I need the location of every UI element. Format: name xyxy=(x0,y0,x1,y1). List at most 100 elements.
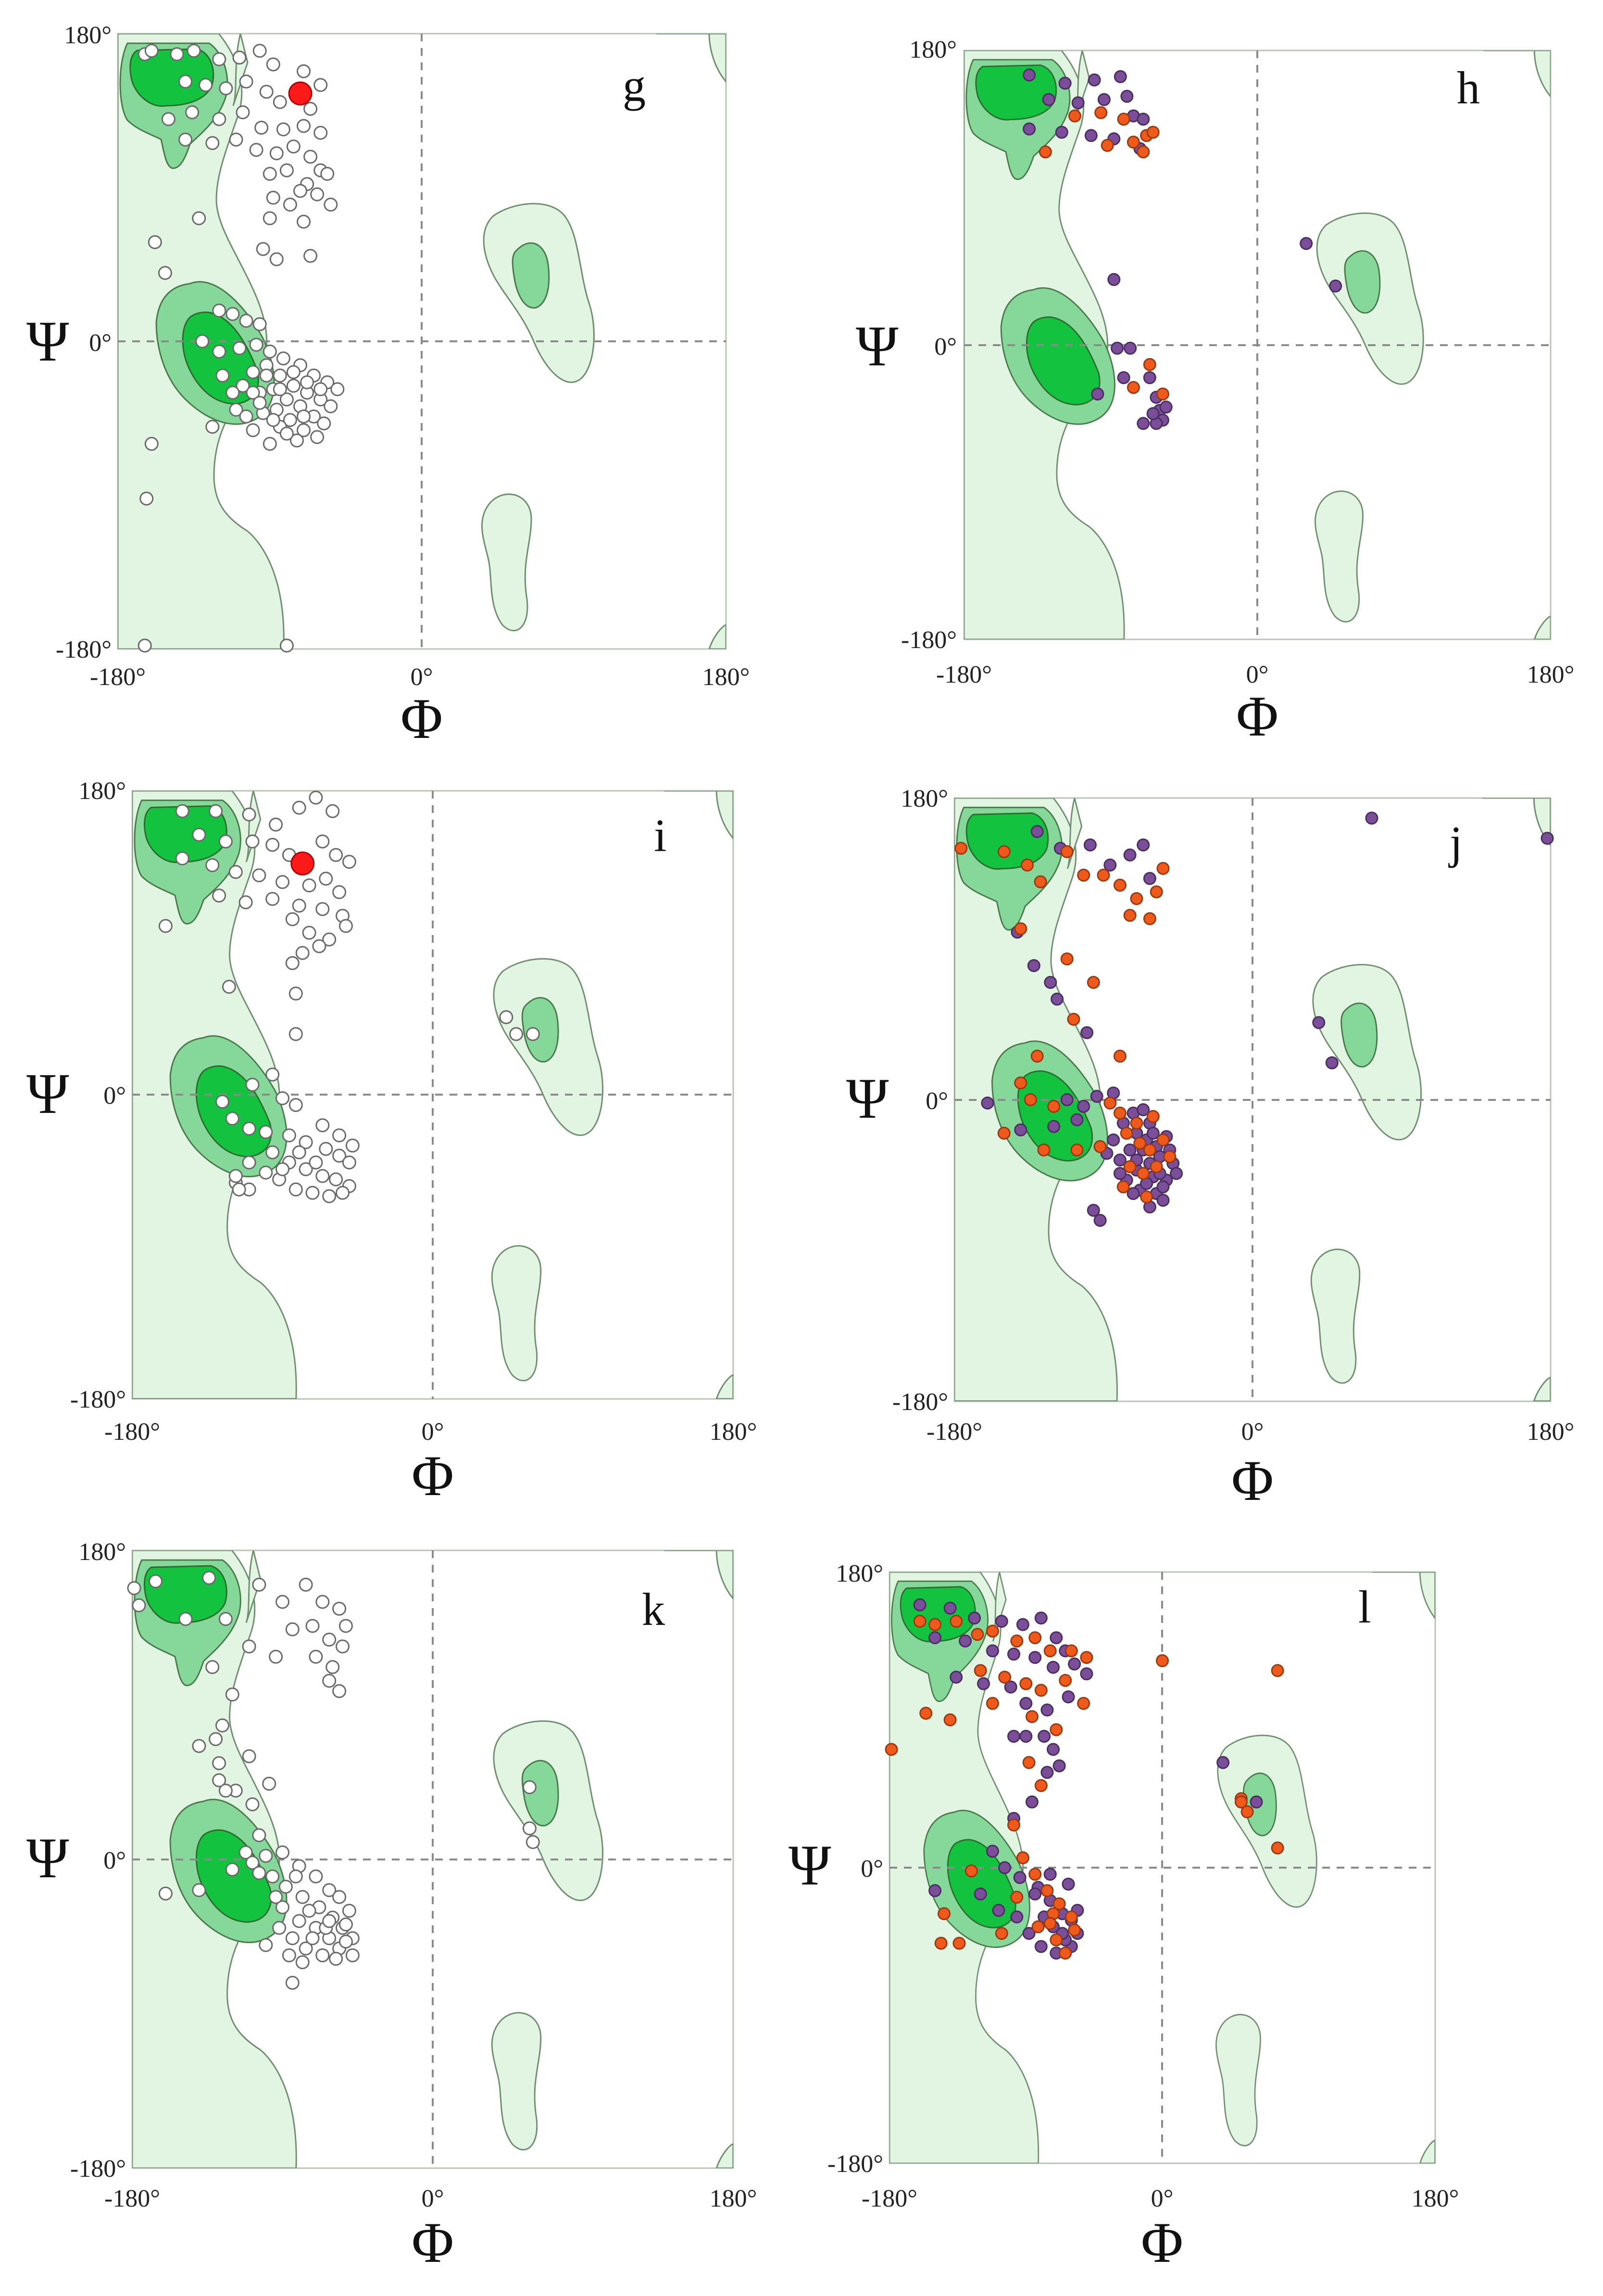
data-point-orange xyxy=(974,1664,987,1677)
data-point-white xyxy=(322,1189,337,1203)
data-point-white xyxy=(319,872,333,886)
data-point-white xyxy=(329,1172,343,1186)
data-point-purple xyxy=(950,1671,963,1684)
x-tick-min: -180° xyxy=(90,663,146,691)
panel-letter: j xyxy=(1448,817,1463,868)
data-point-purple xyxy=(1123,849,1137,861)
allowed-region-lower-mid xyxy=(491,2012,542,2151)
data-point-white xyxy=(246,365,260,379)
data-point-purple xyxy=(1019,1697,1033,1710)
data-point-white xyxy=(218,1784,233,1798)
data-point-white xyxy=(309,1869,323,1884)
data-point-white xyxy=(149,1574,163,1588)
allowed-region-right-top xyxy=(664,791,733,840)
data-point-white xyxy=(192,1739,206,1753)
data-point-orange xyxy=(1130,1116,1143,1130)
data-point-purple xyxy=(986,1845,999,1858)
data-point-white xyxy=(315,902,330,916)
data-point-white xyxy=(303,101,318,116)
data-point-orange xyxy=(1010,1635,1024,1647)
allowed-region-bottom-right xyxy=(1419,2139,1435,2163)
data-point-purple xyxy=(1080,1667,1093,1681)
data-point-orange xyxy=(1163,1150,1177,1163)
y-tick-min: -180° xyxy=(56,636,112,663)
data-point-white xyxy=(336,1639,350,1654)
data-point-orange xyxy=(1146,125,1160,139)
data-point-orange xyxy=(1064,1910,1078,1923)
data-point-purple xyxy=(968,1611,981,1625)
data-point-white xyxy=(322,1673,337,1688)
points-i xyxy=(158,790,540,1203)
data-point-purple xyxy=(928,1631,942,1645)
allowed-region-right-top xyxy=(1483,50,1551,98)
data-point-white xyxy=(238,895,253,910)
data-point-white xyxy=(265,1067,280,1082)
data-point-orange xyxy=(1043,1644,1057,1658)
data-point-white xyxy=(332,1890,347,1904)
data-point-purple xyxy=(1146,1126,1160,1140)
data-point-orange xyxy=(1010,1891,1024,1904)
data-point-white xyxy=(215,368,230,383)
data-point-purple xyxy=(1040,1703,1054,1717)
data-point-white xyxy=(232,1182,246,1197)
data-point-white xyxy=(225,307,240,321)
data-point-white xyxy=(212,112,226,126)
data-point-purple xyxy=(1123,1143,1137,1157)
data-point-purple xyxy=(1091,387,1104,401)
data-point-white xyxy=(288,1027,303,1041)
y-tick-max: 180° xyxy=(909,36,957,63)
data-point-white xyxy=(229,402,243,417)
data-point-white xyxy=(272,1921,287,1935)
data-point-white xyxy=(315,834,330,849)
x-axis-label: Φ xyxy=(412,2210,454,2274)
x-tick-max: 180° xyxy=(710,1418,757,1446)
data-point-white xyxy=(276,1900,289,1914)
core-region-alpha xyxy=(1026,316,1101,406)
data-point-white xyxy=(192,1883,206,1897)
data-point-purple xyxy=(1097,93,1111,106)
data-point-purple xyxy=(1103,858,1117,872)
data-point-orange xyxy=(1014,922,1027,936)
x-axis-label: Φ xyxy=(1231,1448,1274,1512)
core-region-beta xyxy=(965,812,1049,870)
data-point-orange xyxy=(1031,1920,1045,1934)
data-point-white xyxy=(266,57,280,72)
data-point-purple xyxy=(1055,125,1068,139)
data-point-white xyxy=(228,1169,243,1183)
data-point-white xyxy=(297,409,311,424)
data-point-white xyxy=(238,1845,253,1859)
data-point-white xyxy=(205,858,220,873)
allowed-region-right-top xyxy=(1372,1572,1435,1620)
data-point-white xyxy=(265,1145,280,1160)
y-tick-zero: 0° xyxy=(89,329,112,357)
data-point-white xyxy=(259,1848,273,1863)
data-point-orange xyxy=(938,1907,951,1921)
data-point-white xyxy=(288,1098,303,1112)
data-point-white xyxy=(263,437,277,451)
data-point-white xyxy=(322,1914,337,1928)
data-point-white xyxy=(285,1622,300,1636)
data-point-purple xyxy=(1040,1766,1054,1779)
data-point-white xyxy=(526,1835,540,1849)
data-point-purple xyxy=(1325,1056,1339,1070)
points-j xyxy=(954,811,1554,1227)
data-point-purple xyxy=(1070,1113,1084,1126)
data-point-white xyxy=(236,378,250,393)
data-point-purple xyxy=(1080,1026,1094,1039)
panel-h: h 180° 0° -180° -180° 0° 180° Φ Ψ xyxy=(856,36,1574,748)
data-point-purple xyxy=(1013,1871,1027,1884)
data-point-white xyxy=(187,44,201,58)
y-tick-zero: 0° xyxy=(861,1855,883,1883)
data-point-white xyxy=(276,122,290,137)
data-point-white xyxy=(132,1598,146,1612)
data-point-white xyxy=(313,382,328,397)
data-point-purple xyxy=(1027,959,1040,973)
data-point-orange xyxy=(1052,1897,1066,1910)
data-point-purple xyxy=(1047,1743,1060,1756)
panel-g: g 180° 0° -180° -180° 0° 180° Φ Ψ xyxy=(26,22,750,750)
data-point-orange xyxy=(1016,1851,1029,1864)
data-point-orange xyxy=(1030,1049,1044,1063)
y-tick-zero: 0° xyxy=(934,333,957,361)
data-point-white xyxy=(332,1128,347,1143)
data-point-purple xyxy=(1093,1214,1107,1227)
